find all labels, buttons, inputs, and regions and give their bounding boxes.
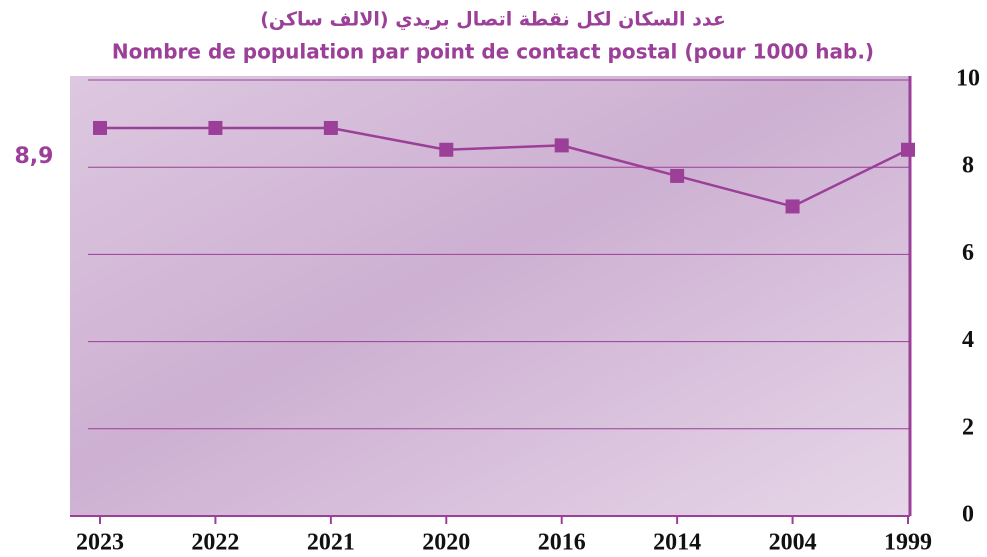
y-tick-label: 2 xyxy=(962,414,974,440)
chart-subtitle: Nombre de population par point de contac… xyxy=(112,40,874,64)
value-label: 8,9 xyxy=(15,144,54,169)
line xyxy=(100,126,909,208)
y-tick-label: 4 xyxy=(962,327,974,353)
x-tick-label: 2016 xyxy=(538,530,586,556)
point xyxy=(439,142,454,157)
x-tick-label: 2023 xyxy=(76,530,124,556)
plot-background xyxy=(70,76,910,516)
y-tick-label: 6 xyxy=(962,240,974,266)
point xyxy=(93,120,107,135)
y-tick-label: 8 xyxy=(962,153,974,179)
x-tick-label: 2020 xyxy=(422,530,470,556)
point xyxy=(554,138,569,153)
point xyxy=(208,120,223,135)
x-tick-label: 2021 xyxy=(307,530,355,556)
point xyxy=(670,168,685,183)
x-tick-label: 2022 xyxy=(191,530,239,556)
chart-title: عدد السكان لكل نقطة اتصال بريدي (الالف س… xyxy=(260,9,726,32)
point xyxy=(901,142,915,157)
x-tick-label: 1999 xyxy=(884,530,932,556)
y-tick-label: 10 xyxy=(956,66,980,92)
x-tick-label: 2004 xyxy=(769,530,817,556)
point xyxy=(323,120,338,135)
x-tick-label: 2014 xyxy=(653,530,701,556)
point xyxy=(785,199,800,214)
y-tick-label: 0 xyxy=(962,502,974,528)
